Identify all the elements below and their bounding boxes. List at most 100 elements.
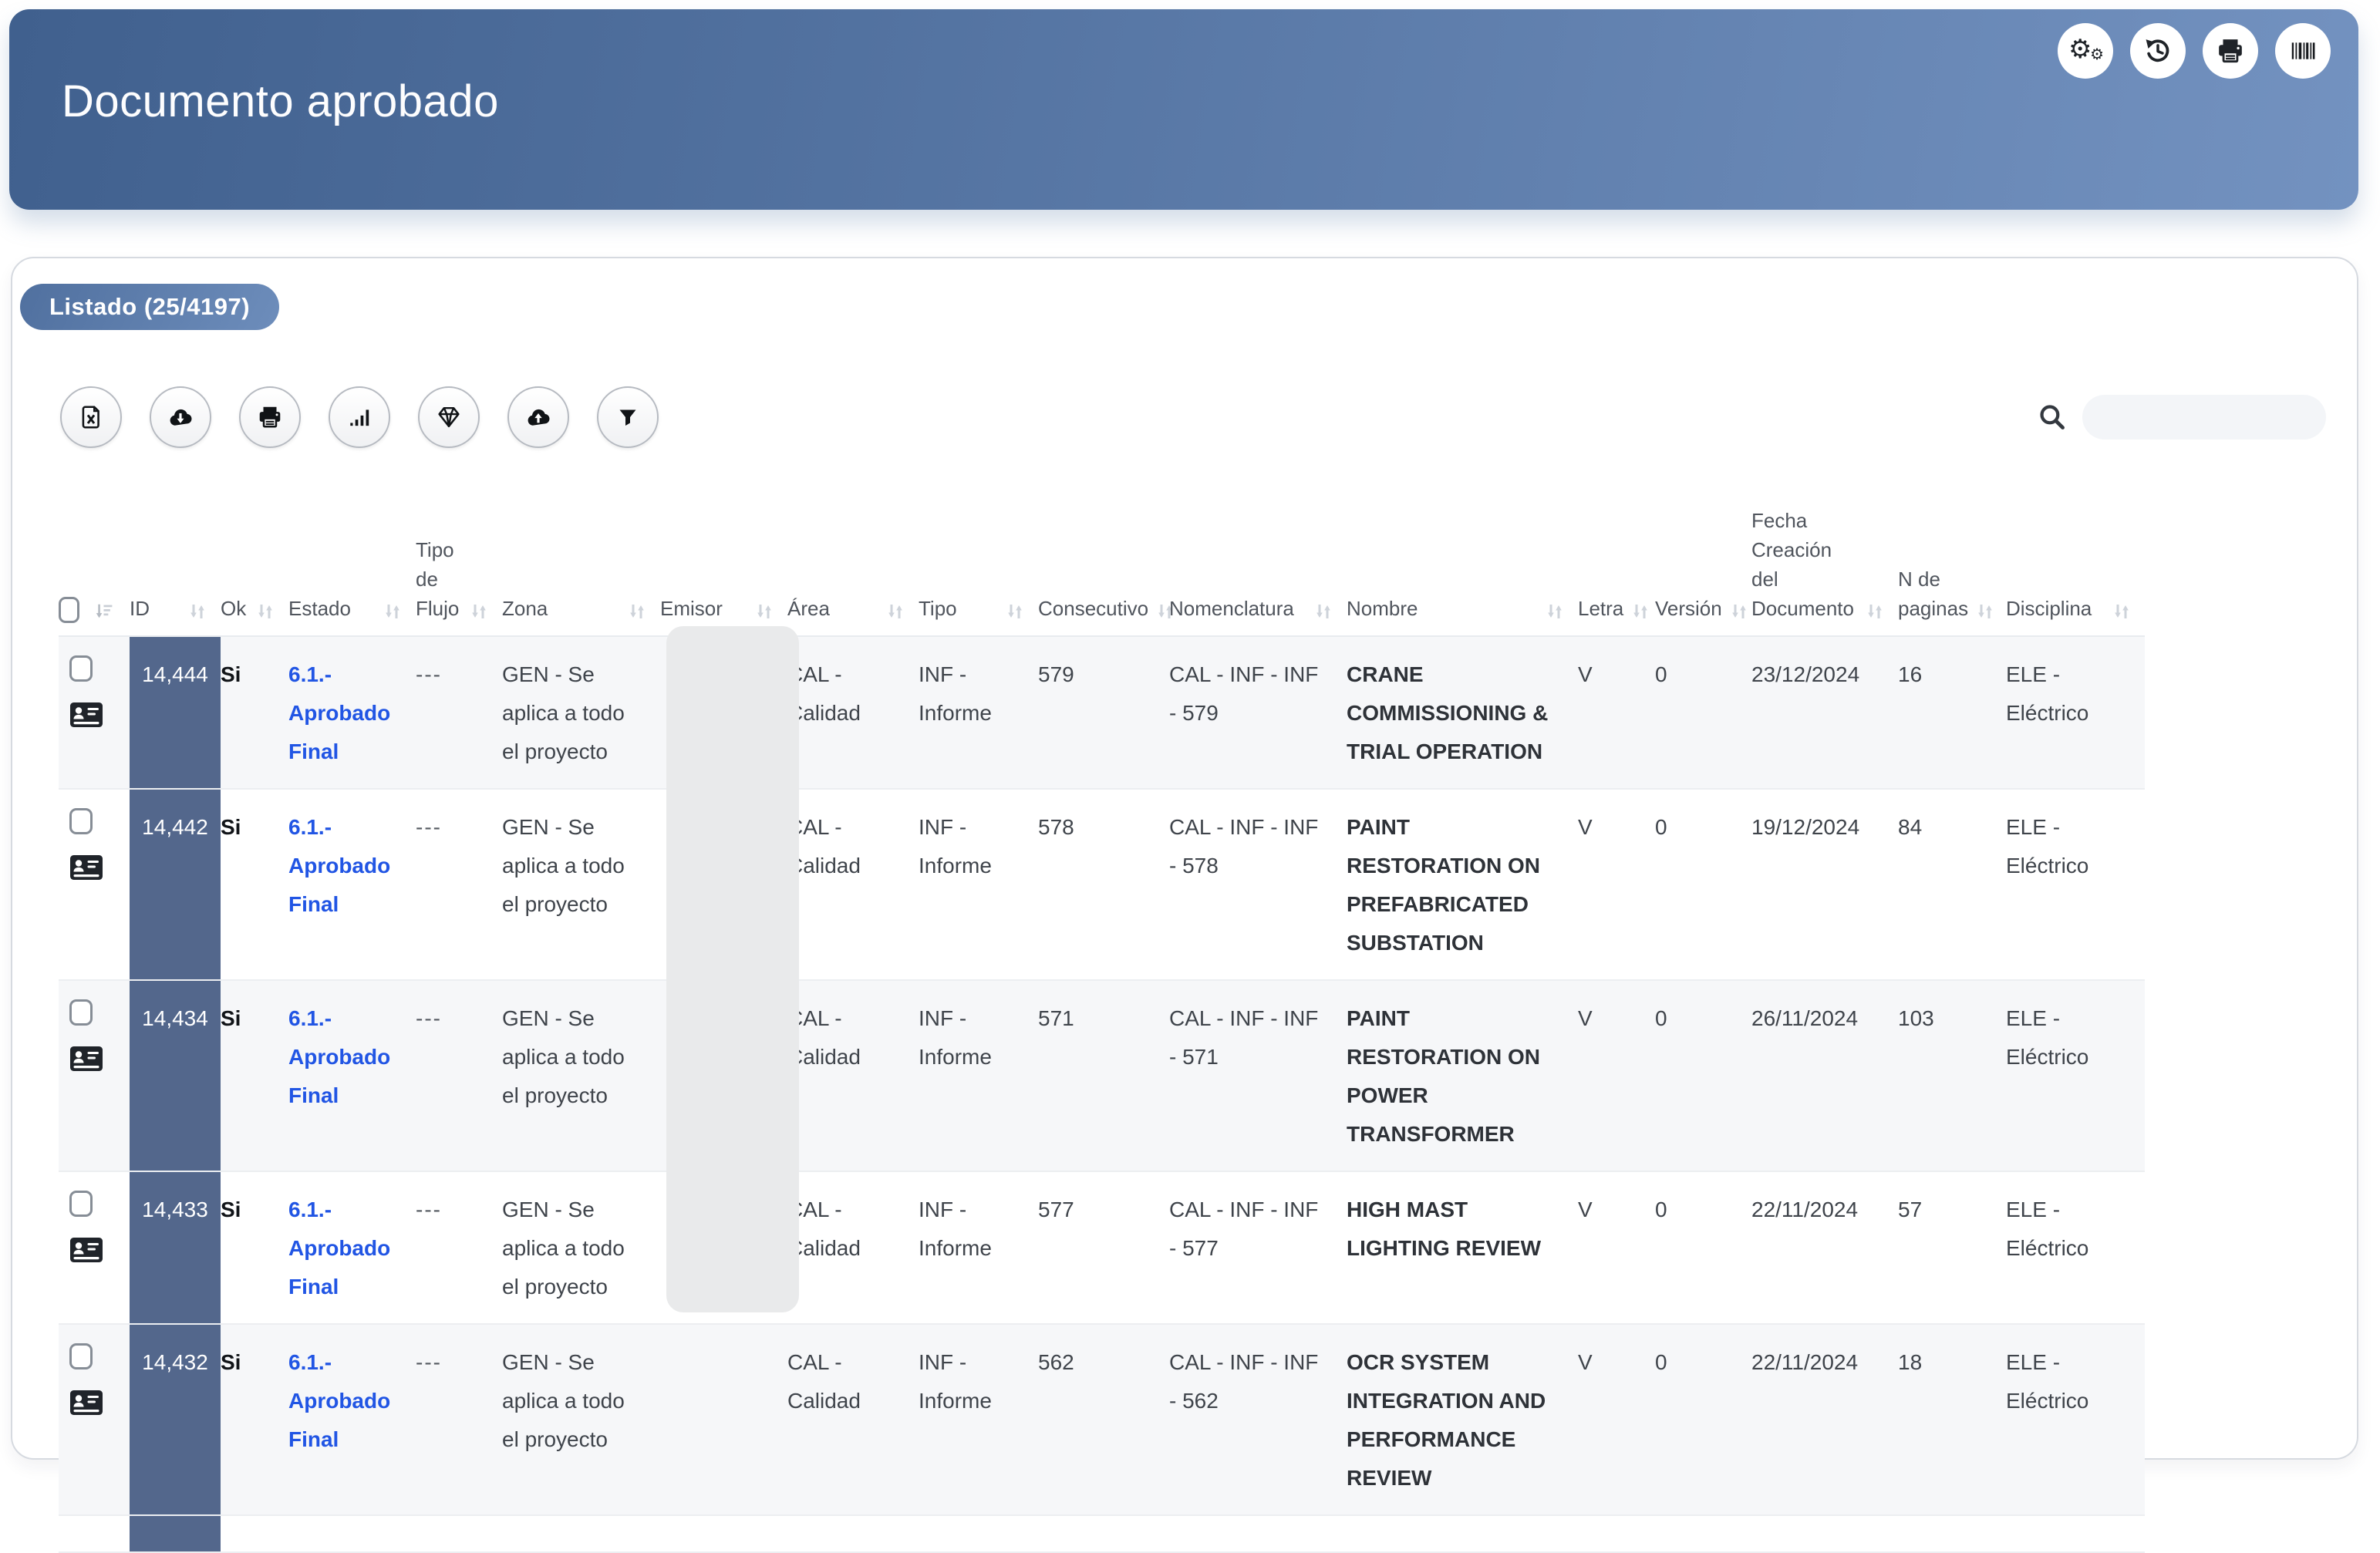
column-header-nombre[interactable]: Nombre <box>1347 480 1578 637</box>
column-header-id[interactable]: ID <box>130 480 221 637</box>
cell-nomenclatura: CAL - INF - INF - 562 <box>1169 1324 1347 1516</box>
column-header-paginas[interactable]: N de paginas <box>1898 480 2006 637</box>
cell-flujo: --- <box>416 1324 502 1516</box>
column-header-emisor[interactable]: Emisor <box>660 480 787 637</box>
cell-id: 14,442 <box>130 789 221 981</box>
sort-arrows-icon[interactable] <box>256 601 275 622</box>
sort-arrows-icon[interactable] <box>383 601 402 622</box>
sort-arrows-icon[interactable] <box>188 601 207 622</box>
cloud-upload-button[interactable] <box>507 386 569 448</box>
search-icon <box>2040 405 2065 430</box>
id-card-icon <box>70 1046 103 1071</box>
documents-table-zone: ID Ok Estado Tipo de Flujo Zona Emisor Área Tip… <box>59 480 2151 1553</box>
cell-nomenclatura: CAL - INF - INF - 578 <box>1169 789 1347 981</box>
history-button[interactable] <box>2130 23 2186 79</box>
estado-link[interactable]: 6.1.- Aprobado Final <box>288 662 391 763</box>
estado-link[interactable]: 6.1.- Aprobado Final <box>288 1198 391 1299</box>
sort-arrows-icon[interactable] <box>2112 601 2131 622</box>
estado-link[interactable]: 6.1.- Aprobado Final <box>288 1006 391 1107</box>
cell-version <box>1655 1515 1751 1553</box>
row-checkbox[interactable] <box>69 655 93 682</box>
column-header-area[interactable]: Área <box>787 480 919 637</box>
cloud-download-button[interactable] <box>150 386 211 448</box>
sort-arrows-icon[interactable] <box>1976 601 1994 622</box>
cell-id <box>130 1515 221 1553</box>
column-header-flujo[interactable]: Tipo de Flujo <box>416 480 502 637</box>
column-header-letra[interactable]: Letra <box>1578 480 1655 637</box>
cell-area: CAL - Calidad <box>787 980 919 1172</box>
sort-arrows-icon[interactable] <box>1730 601 1748 622</box>
id-card-button[interactable] <box>69 1237 103 1263</box>
statistics-button[interactable] <box>329 386 390 448</box>
sort-arrows-icon[interactable] <box>1156 601 1175 622</box>
column-header-consecutivo[interactable]: Consecutivo <box>1038 480 1172 637</box>
sort-arrows-icon[interactable] <box>1546 601 1564 622</box>
sort-amount-icon[interactable] <box>93 600 116 623</box>
estado-link[interactable]: 6.1.- Aprobado Final <box>288 815 391 916</box>
sort-arrows-icon[interactable] <box>1866 601 1884 622</box>
id-card-icon <box>70 1238 103 1262</box>
id-card-button[interactable] <box>69 1390 103 1416</box>
estado-link[interactable]: 6.1.- Aprobado Final <box>288 1350 391 1451</box>
column-header-estado[interactable]: Estado <box>288 480 416 637</box>
sort-arrows-icon[interactable] <box>628 601 646 622</box>
column-label-flujo: Tipo de Flujo <box>416 538 460 620</box>
column-label-letra: Letra <box>1578 597 1624 620</box>
cell-consecutivo: 577 <box>1038 1171 1169 1325</box>
row-checkbox[interactable] <box>69 1191 93 1217</box>
column-header-ok[interactable]: Ok <box>221 480 288 637</box>
select-all-checkbox[interactable] <box>59 597 80 623</box>
sort-arrows-icon[interactable] <box>1006 601 1024 622</box>
cell-consecutivo <box>1038 1515 1169 1553</box>
row-select-cell <box>59 789 130 981</box>
premium-button[interactable] <box>418 386 480 448</box>
column-header-tipo[interactable]: Tipo <box>919 480 1038 637</box>
cell-area: CAL - Calidad <box>787 636 919 790</box>
print-list-button[interactable] <box>239 386 301 448</box>
settings-button[interactable]: ⚙ ⚙ <box>2058 23 2113 79</box>
id-card-button[interactable] <box>69 702 103 728</box>
column-label-ok: Ok <box>221 597 247 620</box>
sort-arrows-icon[interactable] <box>470 601 488 622</box>
cell-zona <box>502 1515 660 1553</box>
cell-consecutivo: 579 <box>1038 636 1169 790</box>
barcode-button[interactable] <box>2275 23 2331 79</box>
column-header-nomenclatura[interactable]: Nomenclatura <box>1169 480 1347 637</box>
column-header-disciplina[interactable]: Disciplina <box>2006 480 2145 637</box>
id-card-button[interactable] <box>69 1046 103 1072</box>
sort-arrows-icon[interactable] <box>755 601 774 622</box>
cell-tipo: INF - Informe <box>919 1171 1038 1325</box>
search-input[interactable] <box>2082 395 2326 440</box>
row-checkbox[interactable] <box>69 808 93 834</box>
cell-ok: Si <box>221 980 288 1172</box>
table-header-row: ID Ok Estado Tipo de Flujo Zona Emisor Área Tip… <box>59 480 2145 637</box>
cell-tipo <box>919 1515 1038 1553</box>
cell-paginas: 57 <box>1898 1171 2006 1325</box>
cell-id: 14,433 <box>130 1171 221 1325</box>
sort-arrows-icon[interactable] <box>1631 601 1650 622</box>
barcode-icon <box>2291 42 2315 59</box>
print-button[interactable] <box>2203 23 2258 79</box>
export-excel-button[interactable] <box>60 386 122 448</box>
cell-consecutivo: 571 <box>1038 980 1169 1172</box>
column-header-fecha[interactable]: Fecha Creación del Documento <box>1751 480 1898 637</box>
gears-icon: ⚙ ⚙ <box>2068 34 2104 65</box>
gem-icon <box>438 406 460 428</box>
row-select-cell <box>59 1324 130 1516</box>
excel-file-icon <box>82 406 99 429</box>
cell-fecha: 22/11/2024 <box>1751 1324 1898 1516</box>
id-card-button[interactable] <box>69 854 103 881</box>
column-header-zona[interactable]: Zona <box>502 480 660 637</box>
row-checkbox[interactable] <box>69 1343 93 1369</box>
row-checkbox[interactable] <box>69 999 93 1026</box>
cell-nomenclatura: CAL - INF - INF - 577 <box>1169 1171 1347 1325</box>
column-label-area: Área <box>787 597 830 620</box>
filter-button[interactable] <box>597 386 659 448</box>
column-header-version[interactable]: Versión <box>1655 480 1751 637</box>
cell-disciplina: ELE - Eléctrico <box>2006 1324 2145 1516</box>
cell-version: 0 <box>1655 1324 1751 1516</box>
sort-arrows-icon[interactable] <box>1314 601 1333 622</box>
cell-ok <box>221 1515 288 1553</box>
column-label-id: ID <box>130 597 150 620</box>
sort-arrows-icon[interactable] <box>886 601 905 622</box>
